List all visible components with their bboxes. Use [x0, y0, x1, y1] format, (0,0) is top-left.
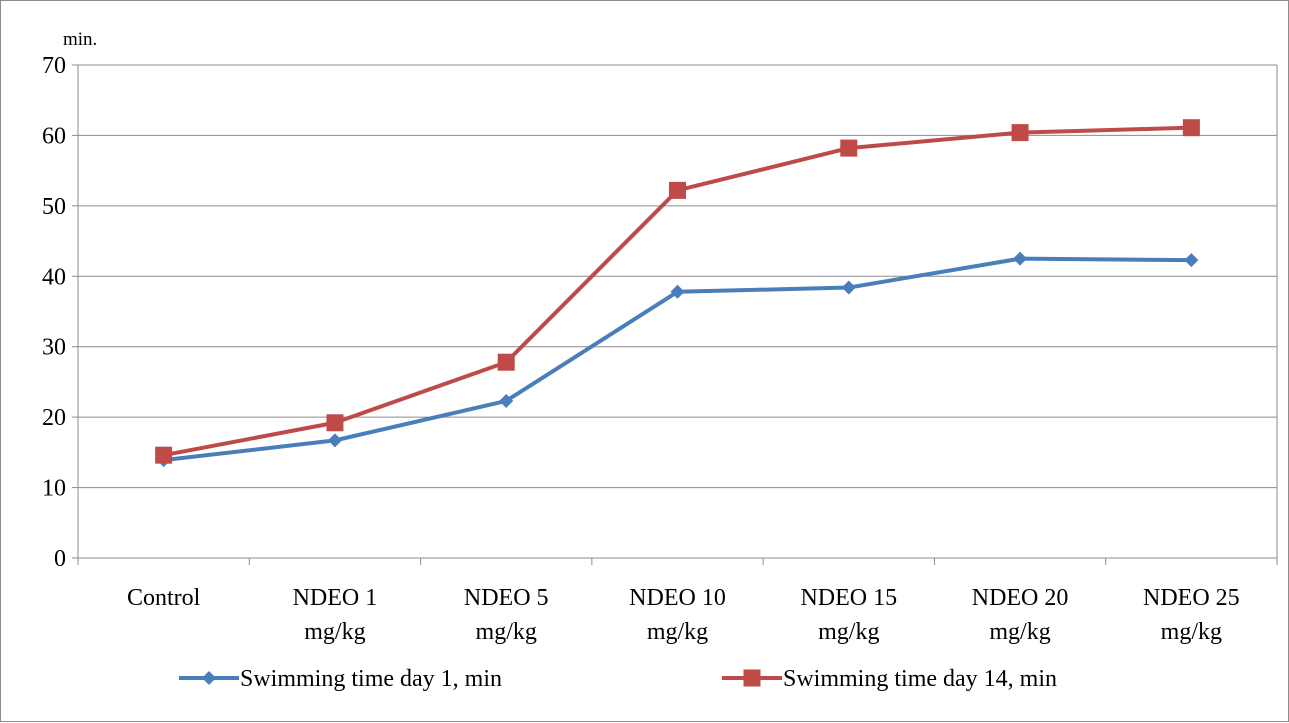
data-point — [155, 446, 173, 464]
y-tick-label: 20 — [42, 405, 66, 431]
series-group — [155, 119, 1200, 468]
axes — [72, 64, 1278, 565]
series-1 — [156, 251, 1199, 468]
data-point — [840, 139, 858, 157]
x-tick-label: NDEO 1 mg/kg — [293, 585, 378, 645]
data-point — [1184, 253, 1199, 268]
x-tick-labels: Control NDEO 1 mg/kg NDEO 5 mg/kg NDEO 10 mg/k… — [127, 585, 1240, 645]
legend-swatch-marker — [202, 671, 216, 685]
x-tick-label: NDEO 25 mg/kg — [1143, 585, 1240, 645]
series-2 — [155, 119, 1200, 464]
data-point — [499, 393, 514, 408]
legend-label: Swimming time day 14, min — [783, 666, 1057, 692]
data-point — [670, 284, 685, 299]
data-point — [1011, 124, 1029, 142]
legend-item: Swimming time day 14, min — [722, 666, 1057, 692]
data-point — [326, 414, 344, 432]
legend-item: Swimming time day 1, min — [179, 666, 502, 692]
legend: Swimming time day 1, min Swimming time da… — [179, 666, 1057, 692]
data-point — [327, 433, 342, 448]
y-tick-label: 60 — [42, 123, 66, 149]
data-point — [841, 280, 856, 295]
x-tick-label: Control — [127, 585, 201, 611]
y-tick-label: 30 — [42, 335, 66, 361]
data-point — [497, 353, 515, 371]
x-tick-label: NDEO 10 mg/kg — [629, 585, 726, 645]
y-tick-label: 50 — [42, 194, 66, 220]
legend-label: Swimming time day 1, min — [240, 666, 502, 692]
data-point — [1182, 119, 1200, 137]
y-tick-label: 10 — [42, 476, 66, 502]
y-tick-label: 70 — [42, 53, 66, 79]
x-tick-label: NDEO 15 mg/kg — [800, 585, 897, 645]
gridlines — [78, 64, 1277, 489]
x-tick-label: NDEO 20 mg/kg — [972, 585, 1069, 645]
x-tick-label: NDEO 5 mg/kg — [464, 585, 549, 645]
y-axis-label: min. — [63, 29, 97, 50]
legend-swatch-marker — [743, 669, 761, 687]
data-point — [669, 181, 686, 199]
data-point — [1013, 251, 1028, 266]
y-tick-label: 40 — [42, 264, 66, 290]
y-tick-label: 0 — [54, 546, 66, 572]
y-tick-labels: 0 10 20 30 40 50 60 70 — [42, 53, 66, 572]
